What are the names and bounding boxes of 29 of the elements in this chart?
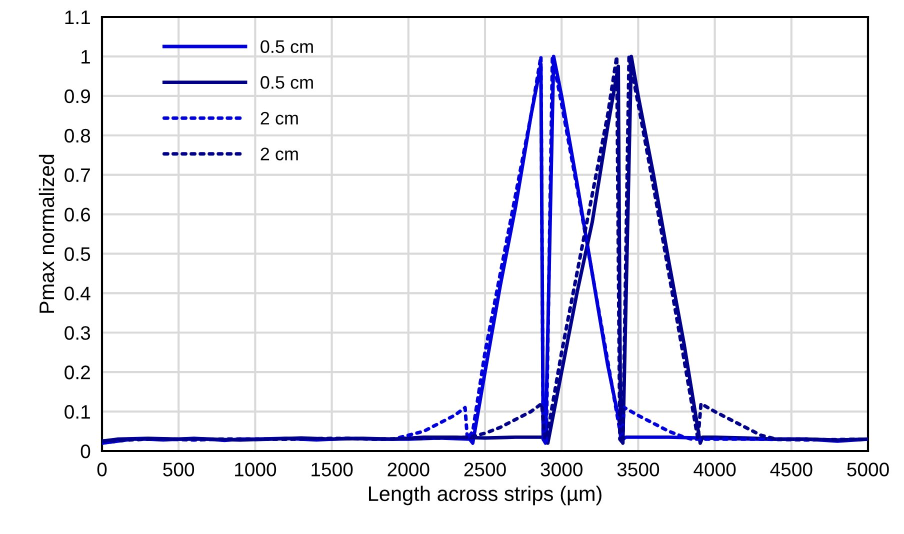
x-tick-label: 4000 — [694, 462, 736, 476]
y-tick-label: 0.8 — [64, 128, 90, 143]
legend-label: 0.5 cm — [260, 40, 313, 54]
y-tick-label: 0.7 — [64, 168, 90, 182]
y-tick-label: 1.1 — [65, 10, 90, 24]
x-axis-title: Length across strips (µm) — [368, 486, 602, 506]
y-tick-label: 0.3 — [64, 326, 90, 340]
y-tick-label: 1 — [82, 50, 90, 64]
y-tick-label: 0.2 — [64, 366, 90, 380]
y-tick-label: 0.4 — [64, 286, 90, 300]
y-tick-label: 0.1 — [64, 405, 90, 419]
y-tick-label: 0.5 — [64, 247, 90, 261]
legend-label: 2 cm — [260, 148, 298, 160]
x-tick-label: 1000 — [235, 462, 276, 476]
x-tick-label: 500 — [163, 462, 194, 476]
y-tick-label: 0.9 — [64, 89, 90, 104]
x-tick-label: 2500 — [464, 462, 506, 476]
y-axis-title: Pmax normalized — [38, 154, 54, 313]
y-tick-label: 0.6 — [64, 208, 90, 222]
x-tick-label: 2000 — [388, 462, 430, 476]
x-tick-label: 5000 — [847, 462, 889, 476]
x-tick-label: 0 — [97, 462, 107, 476]
x-tick-label: 3000 — [540, 462, 582, 476]
y-tick-label: 0 — [80, 444, 90, 458]
x-tick-label: 1500 — [312, 462, 353, 476]
legend-label: 2 cm — [260, 112, 298, 125]
legend-label: 0.5 cm — [260, 76, 313, 89]
x-tick-label: 4500 — [770, 462, 812, 476]
x-tick-label: 3500 — [617, 462, 660, 476]
